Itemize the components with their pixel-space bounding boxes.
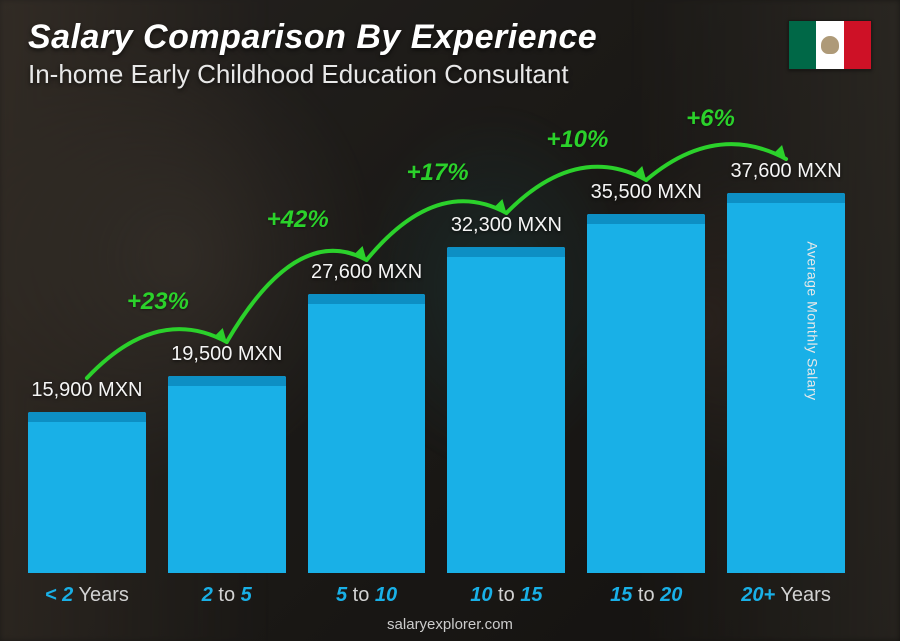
- percent-increase-badge: +42%: [267, 206, 329, 234]
- percent-increase-badge: +6%: [686, 105, 735, 133]
- bar: [308, 294, 426, 573]
- y-axis-label: Average Monthly Salary: [804, 241, 820, 400]
- bar-top-edge: [28, 412, 146, 422]
- bar-chart: 15,900 MXN19,500 MXN27,600 MXN32,300 MXN…: [28, 130, 845, 573]
- x-axis-tick: 15 to 20: [587, 584, 705, 607]
- percent-increase-badge: +17%: [406, 159, 468, 187]
- bar-value-label: 19,500 MXN: [144, 343, 309, 366]
- x-axis: < 2 Years 2 to 5 5 to 10 10 to 15 15 to 20 20…: [28, 584, 845, 607]
- bar: [587, 214, 705, 573]
- bar: [727, 193, 845, 573]
- bar-slot: 35,500 MXN: [587, 214, 705, 573]
- bar-value-label: 35,500 MXN: [564, 181, 729, 204]
- bar-value-label: 32,300 MXN: [424, 214, 589, 237]
- x-axis-tick: 20+ Years: [727, 584, 845, 607]
- country-flag-mexico: [788, 20, 872, 70]
- bar-top-edge: [308, 294, 426, 304]
- footer-attribution: salaryexplorer.com: [0, 616, 900, 633]
- x-axis-tick: < 2 Years: [28, 584, 146, 607]
- chart-subtitle: In-home Early Childhood Education Consul…: [28, 59, 780, 90]
- percent-increase-badge: +10%: [546, 126, 608, 154]
- bar-slot: 19,500 MXN: [168, 376, 286, 573]
- bar: [168, 376, 286, 573]
- header: Salary Comparison By Experience In-home …: [28, 18, 780, 90]
- bar-top-edge: [727, 193, 845, 203]
- bar-slot: 32,300 MXN: [447, 247, 565, 573]
- bar-top-edge: [447, 247, 565, 257]
- flag-stripe-red: [844, 21, 871, 69]
- x-axis-tick: 5 to 10: [308, 584, 426, 607]
- bar-slot: 37,600 MXN: [727, 193, 845, 573]
- flag-emblem-icon: [821, 36, 839, 54]
- bar-value-label: 15,900 MXN: [4, 379, 169, 402]
- bars-container: 15,900 MXN19,500 MXN27,600 MXN32,300 MXN…: [28, 130, 845, 573]
- bar-value-label: 37,600 MXN: [704, 160, 869, 183]
- chart-title: Salary Comparison By Experience: [28, 18, 780, 57]
- bar-slot: 27,600 MXN: [308, 294, 426, 573]
- percent-increase-badge: +23%: [127, 288, 189, 316]
- x-axis-tick: 10 to 15: [447, 584, 565, 607]
- bar-top-edge: [587, 214, 705, 224]
- bar-value-label: 27,600 MXN: [284, 261, 449, 284]
- flag-stripe-green: [789, 21, 816, 69]
- bar-slot: 15,900 MXN: [28, 412, 146, 573]
- bar: [447, 247, 565, 573]
- bar-top-edge: [168, 376, 286, 386]
- x-axis-tick: 2 to 5: [168, 584, 286, 607]
- bar: [28, 412, 146, 573]
